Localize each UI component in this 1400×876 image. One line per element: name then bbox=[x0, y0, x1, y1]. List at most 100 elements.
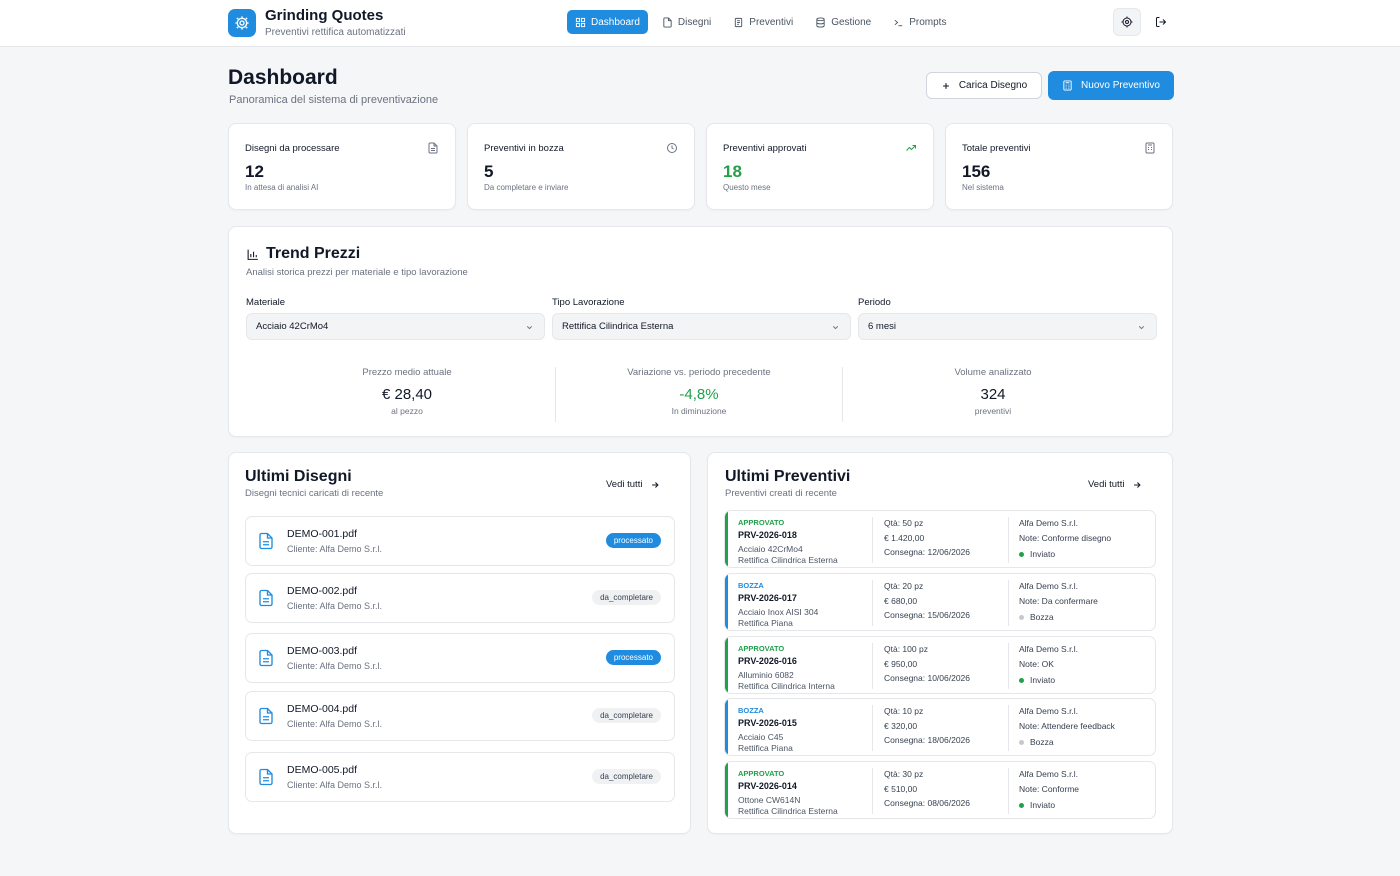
period-value: 6 mesi bbox=[868, 321, 896, 332]
quote-note: Note: Conforme disegno bbox=[1019, 533, 1112, 543]
calculator-icon bbox=[1145, 142, 1155, 154]
status-bar bbox=[725, 574, 728, 630]
quote-code: PRV-2026-017 bbox=[738, 593, 797, 603]
quote-note: Note: Attendere feedback bbox=[1019, 721, 1115, 731]
trend-title: Trend Prezzi bbox=[266, 245, 361, 262]
divider bbox=[872, 768, 873, 814]
drawings-see-all-link[interactable]: Vedi tutti bbox=[606, 479, 660, 490]
nav-preventivi[interactable]: Preventivi bbox=[725, 10, 801, 34]
quote-delivery: Consegna: 18/06/2026 bbox=[884, 735, 971, 745]
drawing-item[interactable]: DEMO-002.pdf Cliente: Alfa Demo S.r.l. d… bbox=[245, 573, 675, 623]
drawing-item[interactable]: DEMO-003.pdf Cliente: Alfa Demo S.r.l. p… bbox=[245, 633, 675, 683]
stat-label: Totale preventivi bbox=[962, 143, 1031, 154]
quote-code: PRV-2026-014 bbox=[738, 781, 797, 791]
quote-material: Acciaio Inox AISI 304 bbox=[738, 607, 819, 617]
nav-prompts[interactable]: Prompts bbox=[885, 10, 954, 34]
quote-item[interactable]: BOZZA PRV-2026-017 Acciaio Inox AISI 304… bbox=[724, 573, 1156, 631]
quote-status: APPROVATO bbox=[738, 644, 785, 653]
stat-value: 18 bbox=[723, 162, 742, 181]
quote-state: Inviato bbox=[1030, 800, 1056, 810]
metric-hint: al pezzo bbox=[391, 406, 423, 416]
quote-qty: Qtà: 30 pz bbox=[884, 769, 924, 779]
period-select[interactable]: 6 mesi bbox=[858, 313, 1157, 340]
quote-qty: Qtà: 10 pz bbox=[884, 706, 924, 716]
status-bar bbox=[725, 637, 728, 693]
divider bbox=[1008, 517, 1009, 563]
quote-price: € 510,00 bbox=[884, 784, 918, 794]
stat-hint: Nel sistema bbox=[962, 183, 1004, 192]
drawing-name: DEMO-005.pdf bbox=[287, 764, 358, 776]
drawing-client: Cliente: Alfa Demo S.r.l. bbox=[287, 719, 383, 729]
nav-gestione-label: Gestione bbox=[831, 16, 872, 28]
quote-qty: Qtà: 50 pz bbox=[884, 518, 924, 528]
new-quote-button[interactable]: Nuovo Preventivo bbox=[1048, 71, 1174, 100]
status-badge: da_completare bbox=[592, 708, 661, 723]
status-dot bbox=[1019, 678, 1024, 683]
quote-client: Alfa Demo S.r.l. bbox=[1019, 518, 1079, 528]
drawing-item[interactable]: DEMO-001.pdf Cliente: Alfa Demo S.r.l. p… bbox=[245, 516, 675, 566]
nav-disegni-label: Disegni bbox=[677, 16, 712, 28]
work-type-select[interactable]: Rettifica Cilindrica Esterna bbox=[552, 313, 851, 340]
app-title: Grinding Quotes bbox=[265, 7, 384, 24]
file-icon bbox=[428, 142, 438, 154]
metric-value: 324 bbox=[980, 386, 1006, 403]
arrow-right-icon bbox=[1134, 481, 1142, 488]
quote-item[interactable]: APPROVATO PRV-2026-018 Acciaio 42CrMo4 R… bbox=[724, 510, 1156, 568]
upload-drawing-label: Carica Disegno bbox=[958, 80, 1028, 91]
file-icon bbox=[259, 707, 273, 725]
quote-status: APPROVATO bbox=[738, 769, 785, 778]
brand[interactable]: Grinding Quotes Preventivi rettifica aut… bbox=[228, 8, 406, 38]
bar-chart-icon bbox=[247, 249, 258, 260]
status-badge: processato bbox=[605, 533, 661, 548]
divider bbox=[872, 517, 873, 563]
divider bbox=[1008, 768, 1009, 814]
metric-label: Prezzo medio attuale bbox=[362, 367, 452, 378]
quote-work-type: Rettifica Cilindrica Esterna bbox=[738, 555, 838, 565]
nav-preventivi-label: Preventivi bbox=[749, 16, 794, 28]
logout-button[interactable] bbox=[1151, 12, 1171, 32]
stat-label: Disegni da processare bbox=[245, 143, 340, 154]
upload-drawing-button[interactable]: Carica Disegno bbox=[926, 72, 1042, 99]
quote-item[interactable]: APPROVATO PRV-2026-016 Alluminio 6082 Re… bbox=[724, 636, 1156, 694]
recent-drawings-card: Ultimi Disegni Disegni tecnici caricati … bbox=[228, 452, 691, 834]
drawing-item[interactable]: DEMO-005.pdf Cliente: Alfa Demo S.r.l. d… bbox=[245, 752, 675, 802]
nav-dashboard[interactable]: Dashboard bbox=[567, 10, 648, 34]
nav-disegni[interactable]: Disegni bbox=[654, 10, 719, 34]
divider bbox=[1008, 580, 1009, 626]
material-label: Materiale bbox=[246, 297, 286, 308]
quotes-see-all-link[interactable]: Vedi tutti bbox=[1088, 479, 1142, 490]
stat-card-drawings: Disegni da processare 12 In attesa di an… bbox=[228, 123, 456, 210]
drawing-item[interactable]: DEMO-004.pdf Cliente: Alfa Demo S.r.l. d… bbox=[245, 691, 675, 741]
recent-quotes-card: Ultimi Preventivi Preventivi creati di r… bbox=[707, 452, 1173, 834]
divider bbox=[872, 705, 873, 751]
work-type-label: Tipo Lavorazione bbox=[552, 297, 625, 308]
quote-work-type: Rettifica Cilindrica Interna bbox=[738, 681, 835, 691]
logout-icon bbox=[1156, 17, 1167, 27]
metric-value: -4,8% bbox=[679, 386, 719, 403]
stat-card-total: Totale preventivi 156 Nel sistema bbox=[945, 123, 1173, 210]
quote-note: Note: Conforme bbox=[1019, 784, 1079, 794]
metric-value: € 28,40 bbox=[381, 386, 433, 403]
drawing-name: DEMO-003.pdf bbox=[287, 645, 358, 657]
nav-gestione[interactable]: Gestione bbox=[807, 10, 879, 34]
chevron-down-icon bbox=[526, 326, 533, 330]
settings-button[interactable] bbox=[1113, 8, 1141, 36]
main-nav: Dashboard Disegni Preventivi Gestione Pr… bbox=[567, 10, 954, 34]
arrow-right-icon bbox=[652, 481, 660, 488]
quote-material: Acciaio C45 bbox=[738, 732, 784, 742]
clock-icon bbox=[667, 143, 677, 153]
quote-item[interactable]: APPROVATO PRV-2026-014 Ottone CW614N Ret… bbox=[724, 761, 1156, 819]
quote-item[interactable]: BOZZA PRV-2026-015 Acciaio C45 Rettifica… bbox=[724, 698, 1156, 756]
stat-hint: Questo mese bbox=[723, 183, 771, 192]
avg-price-metric: Prezzo medio attuale € 28,40 al pezzo bbox=[257, 367, 557, 416]
file-icon bbox=[259, 532, 273, 550]
status-bar bbox=[725, 699, 728, 755]
drawing-client: Cliente: Alfa Demo S.r.l. bbox=[287, 661, 383, 671]
status-dot bbox=[1019, 552, 1024, 557]
drawing-client: Cliente: Alfa Demo S.r.l. bbox=[287, 544, 383, 554]
material-select[interactable]: Acciaio 42CrMo4 bbox=[246, 313, 545, 340]
status-bar bbox=[725, 762, 728, 818]
gear-logo-icon bbox=[228, 9, 256, 37]
variation-metric: Variazione vs. periodo precedente -4,8% … bbox=[549, 367, 849, 416]
quote-code: PRV-2026-016 bbox=[738, 656, 797, 666]
